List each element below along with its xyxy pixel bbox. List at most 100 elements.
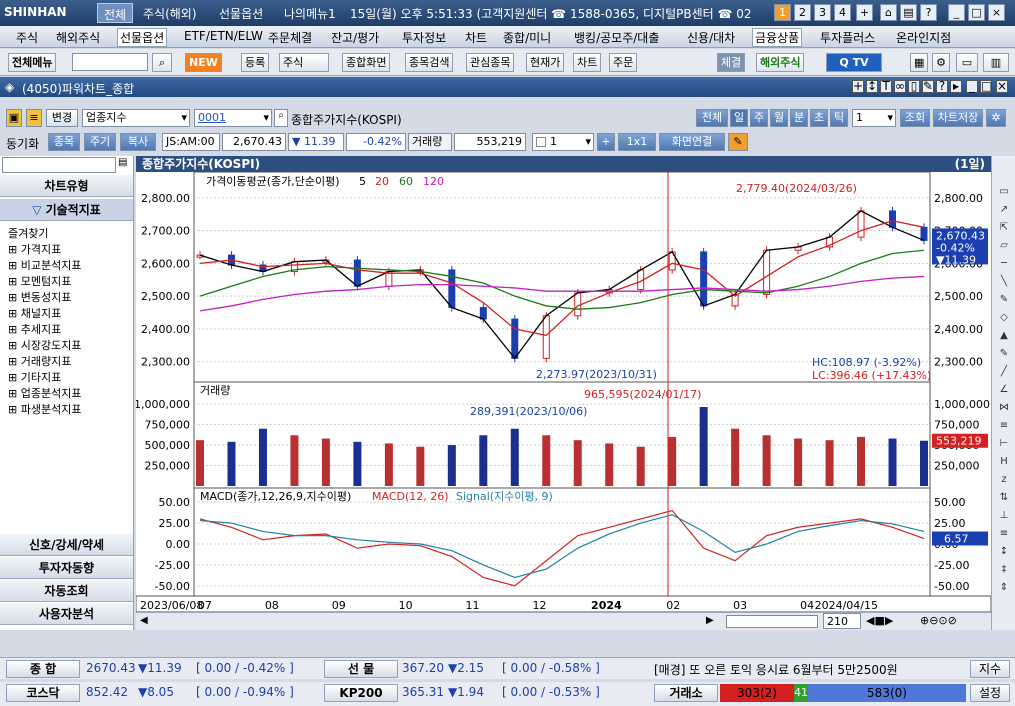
period-tick-button[interactable]: 틱 xyxy=(830,109,848,127)
list-icon[interactable]: ≡ xyxy=(26,109,42,127)
tree-item-volume[interactable]: ⊞ 거래량지표 xyxy=(8,355,72,368)
trend-tool-icon[interactable]: ╲ xyxy=(1000,276,1008,287)
menu-search-input[interactable] xyxy=(72,53,148,71)
layout-ratio-button[interactable]: 1x1 xyxy=(618,133,656,151)
add-chart-button[interactable]: + xyxy=(597,133,615,151)
select-tool-icon[interactable]: ▭ xyxy=(999,186,1009,197)
hline-tool-icon[interactable]: ─ xyxy=(1000,258,1008,269)
auto-query-header[interactable]: 자동조회 xyxy=(0,580,133,602)
menu-futures-options[interactable]: 선물옵션 xyxy=(117,28,168,47)
diamond-tool-icon[interactable]: ◇ xyxy=(1000,312,1008,323)
tree-item-trend[interactable]: ⊞ 추세지표 xyxy=(8,323,62,336)
chart-count-select[interactable]: 1 ▾ xyxy=(532,133,594,151)
vline-tool-icon[interactable]: ⊢ xyxy=(999,438,1009,449)
news-ticker[interactable]: [매경] 또 오른 토익 응시료 6월부터 5만2500원 xyxy=(654,663,898,677)
menu-overseas-stock[interactable]: 해외주식 xyxy=(56,31,101,45)
close-icon[interactable]: × xyxy=(988,4,1005,21)
overseas-stock-button[interactable]: 해외주식 xyxy=(756,53,805,72)
scroll-controls-icon[interactable]: ◀■▶ xyxy=(866,614,894,627)
win-maximize-icon[interactable]: □ xyxy=(980,79,993,93)
tree-item-channel[interactable]: ⊞ 채널지표 xyxy=(8,307,62,320)
period-value-input[interactable]: 1 ▾ xyxy=(852,109,896,127)
signal-header[interactable]: 신호/강세/약세 xyxy=(0,534,133,556)
chart-save-button[interactable]: 차트저장 xyxy=(933,109,983,127)
workspace-3-button[interactable]: 3 xyxy=(814,4,831,21)
cursor-tool-icon[interactable]: ↗ xyxy=(999,204,1009,215)
crosshair-tool-icon[interactable]: ⇱ xyxy=(999,222,1009,233)
scroll-left-icon[interactable]: ◀ xyxy=(140,615,148,626)
zigzag-tool-icon[interactable]: z xyxy=(1001,474,1007,485)
period-day-button[interactable]: 일 xyxy=(730,109,748,127)
change-button[interactable]: 변경 xyxy=(46,109,78,127)
line-tool-icon[interactable]: ╱ xyxy=(1000,366,1008,377)
tab-all[interactable]: 전체 xyxy=(97,3,134,23)
channel-tool-icon[interactable]: ≡ xyxy=(999,420,1009,431)
chart-svg[interactable]: 2,300.00 2,300.00 2,400.00 2,400.00 2,500.00… xyxy=(136,172,991,612)
help-icon[interactable]: ? xyxy=(920,4,937,21)
sync-copy-button[interactable]: 복사 xyxy=(120,133,156,151)
pen-tool-icon[interactable]: ✎ xyxy=(999,294,1009,305)
settings-icon[interactable]: ✲ xyxy=(986,109,1006,127)
menu-etf[interactable]: ETF/ETN/ELW xyxy=(184,29,263,43)
pencil-icon[interactable]: ✎ xyxy=(728,133,748,151)
fib-tool-icon[interactable]: ⋈ xyxy=(999,402,1009,413)
indicator-search-input[interactable] xyxy=(2,157,116,173)
tree-item-sector[interactable]: ⊞ 업종분석지표 xyxy=(8,387,82,400)
technical-indicator-header[interactable]: ▽ 기술적지표 xyxy=(0,199,133,221)
chart-area[interactable]: 종합주가지수(KOSPI) (1일) 2,300.00 2,300.00 2,400… xyxy=(136,156,991,630)
maximize-icon[interactable]: □ xyxy=(968,4,985,21)
query-button[interactable]: 조회 xyxy=(900,109,930,127)
index-button[interactable]: 지수 xyxy=(970,660,1010,678)
workspace-4-button[interactable]: 4 xyxy=(834,4,851,21)
print-icon[interactable]: ▤ xyxy=(900,4,917,21)
menu-balance[interactable]: 잔고/평가 xyxy=(331,31,380,45)
overview-screen-button[interactable]: 종합화면 xyxy=(342,53,391,72)
all-menu-button[interactable]: 전체메뉴 xyxy=(8,53,57,72)
rect-tool-icon[interactable]: ▱ xyxy=(1000,240,1008,251)
pin-icon[interactable]: ▸ xyxy=(950,80,962,93)
tree-item-volatility[interactable]: ⊞ 변동성지표 xyxy=(8,291,72,304)
sync-stock-button[interactable]: 종목 xyxy=(48,133,80,151)
minimize-icon[interactable]: _ xyxy=(948,4,965,21)
lines-tool-icon[interactable]: ≡ xyxy=(999,528,1009,539)
watchlist-button[interactable]: 관심종목 xyxy=(466,53,515,72)
new-badge[interactable]: NEW xyxy=(185,53,222,72)
add-icon[interactable]: + xyxy=(852,79,864,93)
folder-icon[interactable]: ▣ xyxy=(6,109,22,127)
tree-item-favorites[interactable]: 즐겨찾기 xyxy=(8,227,49,240)
tree-item-compare[interactable]: ⊞ 비교분석지표 xyxy=(8,259,82,272)
hist-tool-icon[interactable]: H xyxy=(1000,456,1008,467)
window-icon[interactable]: ▭ xyxy=(956,53,978,72)
zoom-icons[interactable]: ⊕⊖⊙⊘ xyxy=(920,614,957,627)
menu-credit[interactable]: 신용/대차 xyxy=(687,31,736,45)
menu-invest-plus[interactable]: 투자플러스 xyxy=(820,31,876,45)
order-button[interactable]: 주문 xyxy=(609,53,638,72)
tree-item-momentum[interactable]: ⊞ 모멘텀지표 xyxy=(8,275,72,288)
tab-stock-overseas[interactable]: 주식(해외) xyxy=(143,7,197,21)
text-icon[interactable]: T xyxy=(880,80,892,93)
sync-period-button[interactable]: 주기 xyxy=(84,133,116,151)
tree-item-price[interactable]: ⊞ 가격지표 xyxy=(8,243,62,256)
code-input[interactable]: 0001 ▾ xyxy=(194,109,272,127)
stock-select[interactable]: 주식 xyxy=(279,53,329,72)
visible-count-input[interactable]: 210 xyxy=(823,613,861,629)
tab-my-menu[interactable]: 나의메뉴1 xyxy=(284,7,336,21)
move-icon[interactable]: ↕ xyxy=(866,79,878,93)
period-minute-button[interactable]: 분 xyxy=(790,109,808,127)
menu-stock[interactable]: 주식 xyxy=(16,31,39,45)
tree-item-market-strength[interactable]: ⊞ 시장강도지표 xyxy=(8,339,82,352)
tree-item-other[interactable]: ⊞ 기타지표 xyxy=(8,371,62,384)
triangle-tool-icon[interactable]: ▲ xyxy=(1000,330,1008,341)
scale-tool-icon[interactable]: ⇕ xyxy=(999,582,1009,593)
win-close-icon[interactable]: × xyxy=(996,79,1008,93)
tree-item-derivative[interactable]: ⊞ 파생분석지표 xyxy=(8,403,82,416)
help-small-icon[interactable]: ? xyxy=(936,80,948,93)
period-week-button[interactable]: 주 xyxy=(750,109,768,127)
settings-button[interactable]: 설정 xyxy=(970,684,1010,702)
menu-invest-info[interactable]: 투자정보 xyxy=(402,31,447,45)
current-price-button[interactable]: 현재가 xyxy=(526,53,565,72)
arrows-tool-icon[interactable]: ⇅ xyxy=(999,492,1009,503)
chart-type-header[interactable]: 차트유형 xyxy=(0,175,133,197)
menu-overview[interactable]: 종합/미니 xyxy=(503,31,552,45)
brush-tool-icon[interactable]: ✎ xyxy=(999,348,1009,359)
